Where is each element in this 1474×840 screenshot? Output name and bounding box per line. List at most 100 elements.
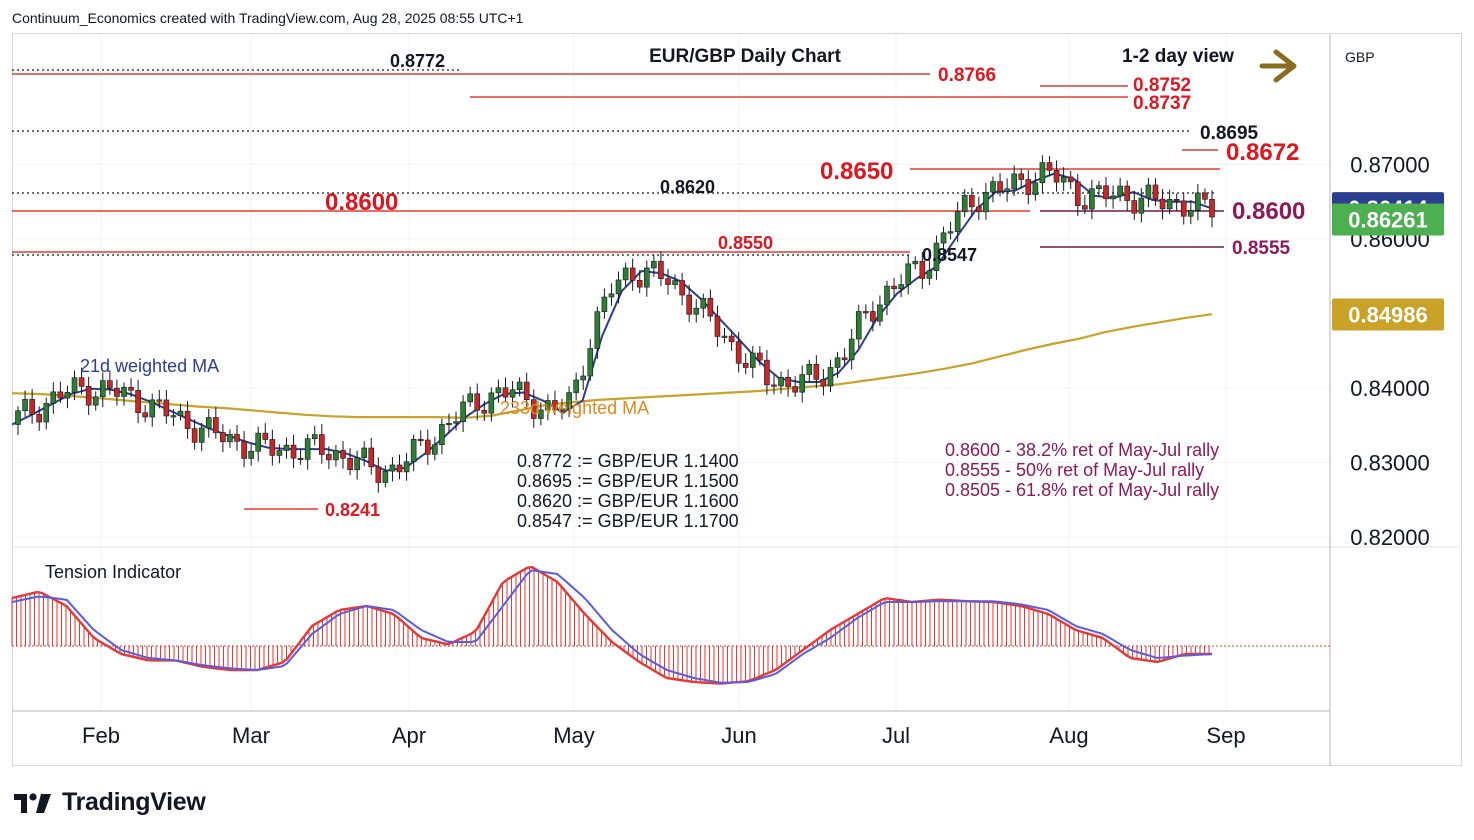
candle — [255, 426, 262, 462]
candle — [855, 304, 862, 348]
candle — [552, 390, 558, 416]
candle — [99, 372, 106, 408]
price-tick-label: 0.84000 — [1350, 376, 1430, 401]
candle — [1103, 176, 1109, 208]
candle — [919, 252, 926, 289]
time-axis[interactable]: Feb Mar Apr May Jun Jul Aug Sep — [82, 723, 1246, 748]
candle — [1202, 188, 1208, 205]
level-label-0.8695: 0.8695 — [1200, 123, 1259, 144]
candle — [870, 301, 876, 332]
candle — [269, 429, 276, 466]
candle — [1110, 185, 1116, 209]
candle — [665, 268, 671, 295]
view-label: 1-2 day view — [1122, 46, 1234, 67]
candle — [608, 283, 615, 306]
candle — [545, 394, 551, 421]
candle — [234, 425, 240, 451]
candle — [530, 389, 537, 428]
candle — [403, 452, 410, 481]
level-label-0.8600-b: 0.8600 — [1232, 198, 1305, 225]
time-tick-label: Apr — [392, 723, 426, 748]
candle — [983, 182, 989, 220]
arrow-right-icon — [1259, 49, 1297, 83]
candle — [149, 393, 156, 427]
candle — [184, 400, 191, 439]
candle — [502, 377, 509, 403]
level-label-0.8752: 0.8752 — [1133, 75, 1191, 96]
candle — [283, 437, 290, 459]
candle — [806, 359, 813, 382]
candle — [453, 411, 459, 431]
candle — [940, 226, 947, 253]
candle — [1032, 172, 1039, 201]
candle — [1096, 181, 1102, 197]
candle — [1209, 190, 1215, 228]
candle — [961, 189, 968, 218]
candle — [538, 402, 544, 426]
candle — [707, 289, 714, 322]
chart-header: Continuum_Economics created with Trading… — [12, 10, 524, 26]
candle — [1067, 170, 1074, 190]
candle — [205, 409, 212, 438]
candle — [566, 386, 572, 418]
candle — [297, 449, 304, 465]
time-tick-label: May — [553, 723, 595, 748]
candle — [474, 383, 481, 421]
candle — [947, 221, 954, 240]
ma233-line — [11, 313, 1213, 419]
level-label-0.8547: 0.8547 — [922, 245, 977, 265]
level-label-0.8650: 0.8650 — [820, 158, 893, 185]
candle — [834, 351, 841, 378]
tradingview-logo-text: TradingView — [62, 788, 206, 816]
candle — [990, 176, 996, 203]
candle — [1166, 189, 1173, 215]
candle — [968, 187, 975, 217]
candle — [884, 280, 890, 316]
candle — [1060, 167, 1067, 191]
candle — [1152, 178, 1159, 206]
candle — [877, 295, 883, 326]
price-badge-label: 0.86261 — [1348, 207, 1428, 232]
candle — [227, 429, 233, 448]
candle — [191, 419, 198, 450]
candle — [304, 433, 311, 470]
candle — [368, 437, 375, 475]
time-tick-label: Feb — [82, 723, 120, 748]
candle — [926, 260, 933, 286]
candle — [361, 441, 367, 467]
candle — [71, 370, 78, 401]
candle — [1025, 170, 1032, 205]
price-badge: 0.84986 — [1332, 298, 1444, 331]
retracement-note-2: 0.8555 - 50% ret of May-Jul rally — [945, 460, 1204, 480]
candle — [43, 397, 50, 430]
tradingview-logo[interactable]: TradingView — [14, 788, 206, 817]
candle — [495, 379, 502, 403]
candle — [735, 332, 742, 373]
candle — [78, 367, 85, 395]
candle — [1124, 180, 1131, 211]
candle — [1145, 177, 1152, 208]
candle — [128, 378, 134, 397]
conversion-note-3: 0.8620 := GBP/EUR 1.1600 — [517, 491, 739, 511]
candle — [467, 386, 473, 407]
candle — [799, 365, 806, 403]
candle — [1082, 195, 1088, 214]
conversion-note-1: 0.8772 := GBP/EUR 1.1400 — [517, 451, 739, 471]
candle — [672, 274, 678, 290]
candle — [785, 369, 791, 397]
candle — [318, 424, 325, 464]
candle — [516, 377, 523, 397]
candle — [651, 254, 657, 277]
candle — [163, 389, 170, 424]
ma233-label: 233d weighted MA — [500, 398, 649, 418]
candle — [36, 406, 42, 431]
chart-title: EUR/GBP Daily Chart — [649, 46, 841, 67]
candle — [29, 388, 35, 424]
candle — [1180, 192, 1187, 225]
candle — [792, 376, 798, 397]
candle — [523, 372, 530, 409]
candle — [311, 425, 318, 446]
